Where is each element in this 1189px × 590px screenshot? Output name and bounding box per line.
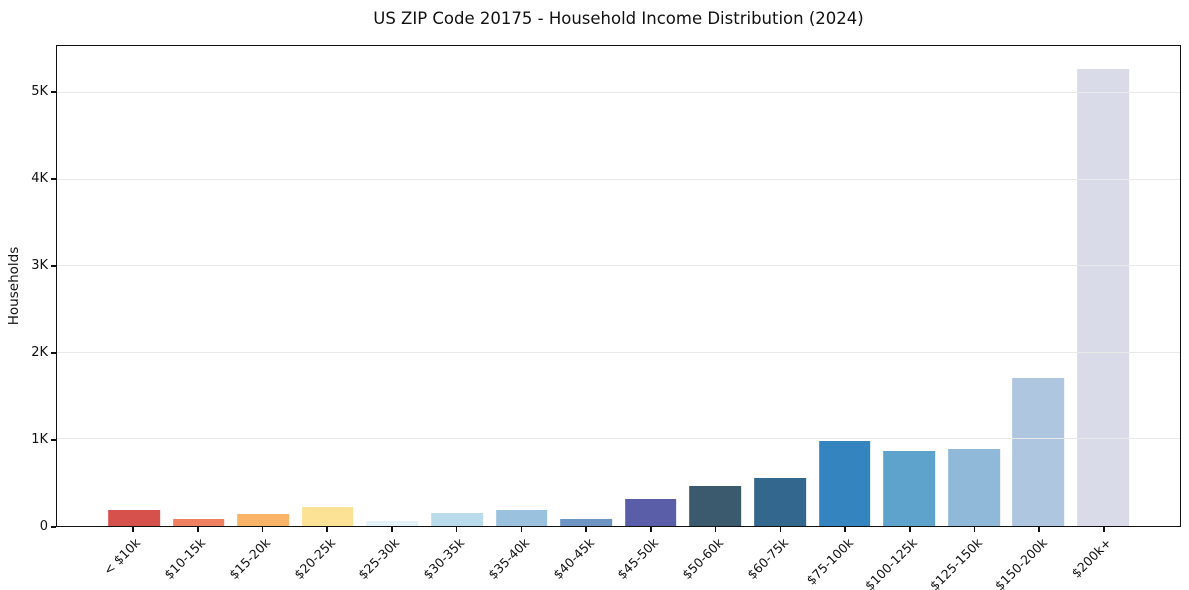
x-tick-label: $60-75k	[743, 535, 791, 583]
bar-4	[301, 507, 354, 526]
gridline-3K	[57, 265, 1180, 267]
x-tick-mark	[326, 527, 328, 532]
gridline-5K	[57, 92, 1180, 94]
y-tick-label: 4K	[31, 171, 48, 187]
x-tick-label: $200k+	[1068, 535, 1115, 581]
y-tick-label: 1K	[31, 432, 48, 448]
plot-area	[56, 45, 1181, 527]
y-tick-mark	[51, 352, 56, 354]
x-tick-label: $20-25k	[290, 535, 338, 583]
y-tick-mark	[51, 178, 56, 180]
x-tick-label: $15-20k	[226, 535, 274, 583]
bar-10	[689, 486, 742, 526]
y-tick-mark	[51, 265, 56, 267]
y-tick-label: 5K	[31, 84, 48, 100]
x-tick-mark	[973, 527, 976, 532]
bar-16	[1077, 68, 1129, 526]
x-tick-mark	[844, 527, 846, 532]
y-tick-label: 3K	[31, 258, 48, 274]
x-tick-mark	[196, 527, 199, 532]
x-tick-label: $75-100k	[802, 535, 856, 588]
bar-14	[948, 449, 1000, 526]
x-tick-label: $100-125k	[862, 535, 921, 590]
chart-title: US ZIP Code 20175 - Household Income Dis…	[373, 9, 864, 28]
x-tick-mark	[1038, 527, 1041, 532]
x-tick-mark	[455, 527, 458, 532]
x-tick-label: $25-30k	[355, 535, 403, 583]
x-tick-mark	[650, 527, 652, 532]
x-tick-label: $45-50k	[614, 535, 662, 583]
x-tick-mark	[779, 527, 782, 532]
bar-1	[108, 509, 160, 526]
gridline-1K	[57, 438, 1180, 440]
x-tick-label: $10-15k	[161, 535, 209, 583]
bar-8	[560, 519, 613, 526]
x-tick-mark	[132, 527, 134, 532]
y-tick-mark	[51, 91, 56, 93]
x-tick-mark	[261, 527, 264, 532]
bar-11	[754, 478, 806, 526]
bar-7	[495, 509, 548, 526]
x-tick-label: $30-35k	[420, 535, 468, 583]
bar-13	[883, 450, 936, 526]
bar-6	[431, 513, 483, 526]
x-tick-mark	[1103, 527, 1105, 532]
bar-12	[818, 440, 871, 526]
x-tick-mark	[908, 527, 911, 532]
x-tick-mark	[585, 527, 587, 532]
bar-3	[237, 513, 289, 526]
bar-5	[366, 521, 419, 526]
x-tick-mark	[520, 527, 523, 532]
x-tick-label: $150-200k	[991, 535, 1050, 590]
x-tick-label: $35-40k	[484, 535, 532, 583]
gridline-2K	[57, 351, 1180, 353]
bar-2	[172, 518, 225, 526]
bar-9	[624, 498, 677, 526]
x-tick-label: < $10k	[100, 535, 144, 578]
y-tick-mark	[51, 439, 56, 441]
gridline-4K	[57, 178, 1180, 180]
x-tick-mark	[391, 527, 393, 532]
x-tick-label: $125-150k	[926, 535, 986, 590]
x-tick-mark	[714, 527, 717, 532]
bar-15	[1012, 377, 1065, 526]
x-tick-label: $50-60k	[679, 535, 727, 583]
x-tick-label: $40-45k	[549, 535, 597, 583]
y-tick-mark	[51, 526, 56, 528]
y-tick-label: 0	[39, 519, 48, 534]
y-tick-label: 2K	[31, 345, 48, 361]
